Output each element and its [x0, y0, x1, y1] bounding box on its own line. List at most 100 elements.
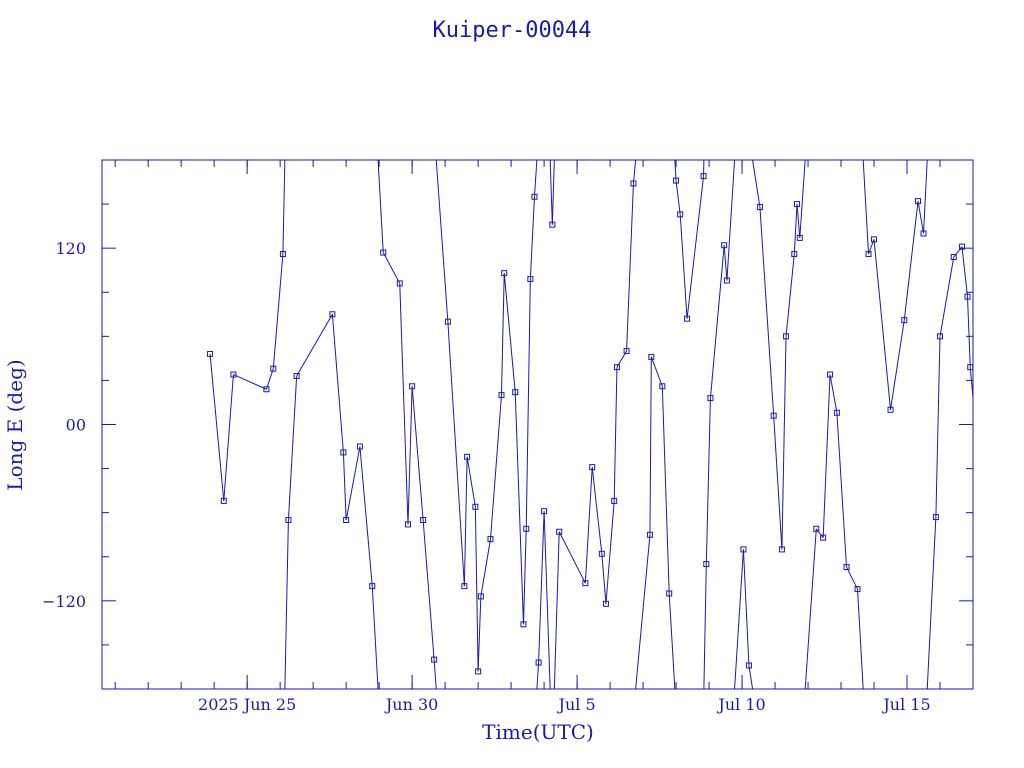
series-segment — [799, 160, 806, 238]
series-segment — [734, 549, 744, 689]
series-segment — [969, 367, 973, 404]
data-point — [813, 525, 820, 532]
series-segment — [1000, 160, 1001, 258]
series-segment — [759, 206, 775, 416]
data-point — [343, 517, 350, 524]
x-axis-ticks: 2025 Jun 25 Jun 30 Jul 5 Jul 10 Jul 15 — [114, 160, 974, 714]
x-tick-label: Jun 30 — [384, 695, 438, 714]
series-segment — [793, 204, 798, 255]
series-segment — [926, 517, 937, 689]
data-point — [270, 365, 277, 372]
series-segment — [371, 586, 379, 689]
y-tick-label: 00 — [66, 416, 86, 435]
series-segment — [890, 320, 905, 410]
series-segment — [477, 596, 482, 672]
data-point — [959, 243, 966, 250]
series-segment — [399, 283, 409, 525]
data-point — [531, 193, 538, 200]
series-segment — [1020, 392, 1024, 504]
data-point — [464, 453, 471, 460]
data-point — [745, 662, 752, 669]
data-point — [783, 333, 790, 340]
series-segment — [282, 160, 286, 255]
data-point — [967, 364, 973, 371]
x-tick-label: 2025 Jun 25 — [198, 695, 296, 714]
data-point — [396, 280, 403, 287]
series-segment — [536, 662, 540, 689]
series-segment — [632, 160, 637, 184]
series-segment — [829, 374, 838, 413]
series-segment — [558, 531, 586, 584]
data-point — [501, 270, 508, 277]
series-segment — [822, 374, 831, 538]
series-segment — [584, 467, 593, 584]
data-point — [472, 503, 479, 510]
series-segment — [553, 531, 560, 689]
data-point — [623, 348, 630, 355]
data-point — [778, 546, 785, 553]
data-point — [263, 386, 270, 393]
series-segment — [474, 506, 479, 672]
data-point — [984, 548, 989, 553]
series-segment — [804, 528, 817, 689]
series-segment — [650, 356, 663, 387]
series-segment — [503, 273, 516, 393]
series-segment — [382, 252, 401, 284]
data-point — [677, 211, 684, 218]
series-segment — [1014, 167, 1019, 392]
data-point — [833, 409, 840, 416]
series-segment — [674, 160, 677, 181]
series-segment — [411, 386, 424, 521]
data-point — [796, 234, 803, 241]
series-segment — [331, 314, 344, 453]
data-point — [648, 353, 655, 360]
data-point — [964, 293, 971, 300]
series-segment — [345, 446, 361, 521]
series-segment — [742, 549, 750, 666]
series-segment — [987, 551, 996, 689]
series-segment — [836, 412, 848, 568]
data-point — [279, 251, 286, 258]
data-point — [995, 184, 1000, 189]
data-point — [611, 497, 618, 504]
series-segment — [605, 500, 615, 604]
plot-frame — [101, 159, 974, 690]
data-point — [791, 251, 798, 258]
series-layer — [207, 160, 1024, 689]
series-segment — [591, 467, 603, 554]
series-segment — [480, 539, 491, 597]
series-segment — [935, 336, 941, 518]
data-point — [871, 236, 878, 243]
series-segment — [635, 534, 651, 689]
data-point — [723, 277, 730, 284]
series-segment — [796, 204, 801, 238]
data-point — [1017, 390, 1022, 395]
series-segment — [705, 398, 711, 565]
data-point — [740, 546, 747, 553]
data-point — [340, 449, 347, 456]
data-point — [498, 392, 505, 399]
data-point — [380, 249, 387, 256]
data-point — [523, 525, 530, 532]
data-point — [613, 364, 620, 371]
series-segment — [709, 245, 725, 399]
data-point — [915, 198, 922, 205]
data-point — [998, 256, 1003, 261]
data-point — [409, 383, 416, 390]
series-segment — [551, 160, 555, 225]
data-point — [707, 395, 714, 402]
series-segment — [846, 566, 858, 590]
series-segment — [953, 246, 963, 258]
data-point — [937, 333, 944, 340]
series-segment — [967, 296, 971, 368]
data-point — [285, 517, 292, 524]
series-segment — [661, 386, 670, 594]
data-point — [444, 318, 451, 325]
data-point — [329, 311, 336, 318]
series-segment — [265, 368, 274, 390]
series-segment — [785, 253, 795, 337]
series-segment — [613, 367, 618, 501]
data-point — [756, 204, 763, 211]
series-segment — [601, 553, 607, 604]
series-segment — [996, 160, 998, 186]
